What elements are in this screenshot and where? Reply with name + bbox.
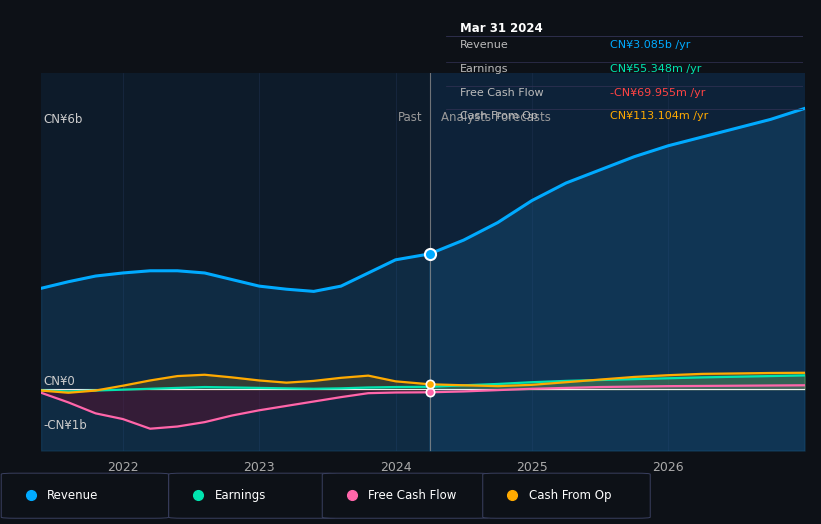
Text: Earnings: Earnings <box>460 64 508 74</box>
FancyBboxPatch shape <box>322 473 489 518</box>
Text: CN¥6b: CN¥6b <box>44 113 83 126</box>
Text: CN¥0: CN¥0 <box>44 375 76 388</box>
Text: Revenue: Revenue <box>48 489 99 501</box>
Text: Free Cash Flow: Free Cash Flow <box>460 88 544 97</box>
Text: -CN¥69.955m /yr: -CN¥69.955m /yr <box>610 88 705 97</box>
Text: Revenue: Revenue <box>460 40 509 50</box>
Text: Earnings: Earnings <box>215 489 266 501</box>
Text: -CN¥1b: -CN¥1b <box>44 419 88 432</box>
Text: CN¥55.348m /yr: CN¥55.348m /yr <box>610 64 701 74</box>
Text: CN¥3.085b /yr: CN¥3.085b /yr <box>610 40 690 50</box>
Text: Cash From Op: Cash From Op <box>460 111 538 121</box>
FancyBboxPatch shape <box>169 473 337 518</box>
FancyBboxPatch shape <box>2 473 169 518</box>
Text: Mar 31 2024: Mar 31 2024 <box>460 21 543 35</box>
Text: Cash From Op: Cash From Op <box>529 489 612 501</box>
Text: Analysts Forecasts: Analysts Forecasts <box>441 111 550 124</box>
Text: Free Cash Flow: Free Cash Flow <box>369 489 456 501</box>
Bar <box>429 73 805 451</box>
Text: CN¥113.104m /yr: CN¥113.104m /yr <box>610 111 709 121</box>
Text: Past: Past <box>398 111 423 124</box>
FancyBboxPatch shape <box>483 473 650 518</box>
